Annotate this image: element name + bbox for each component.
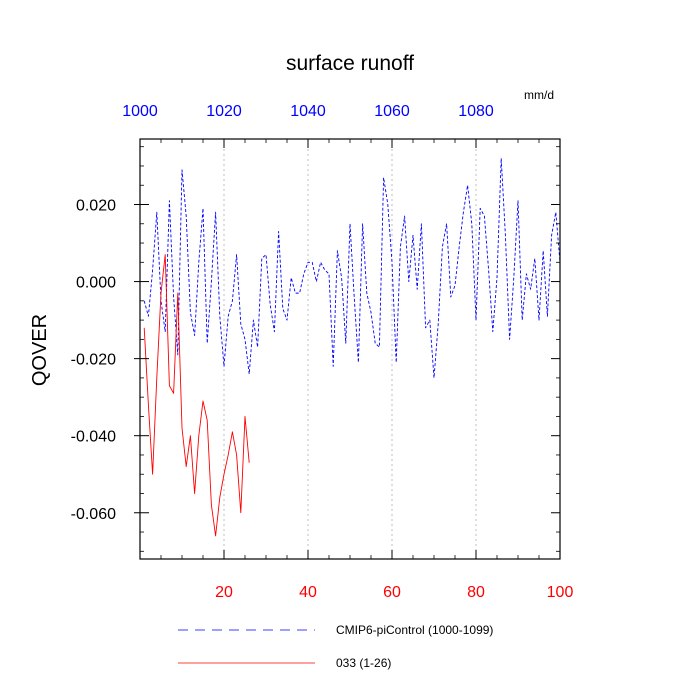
x-tick-label-60: 60 (383, 584, 401, 601)
y-tick-label: -0.060 (71, 506, 116, 523)
y-tick-label: -0.040 (71, 429, 116, 446)
units-label: mm/d (524, 88, 554, 102)
top-tick-label-1040: 1040 (290, 103, 326, 120)
y-axis-label: QOVER (29, 314, 51, 386)
top-tick-label-1060: 1060 (374, 103, 410, 120)
series-lines (143, 157, 561, 537)
top-tick-label-1000: 1000 (122, 103, 158, 120)
legend: CMIP6-piControl (1000-1099) 033 (1-26) (178, 623, 493, 670)
legend-label-033: 033 (1-26) (336, 656, 391, 670)
series-line-0 (143, 157, 561, 379)
x-tick-label-80: 80 (467, 584, 485, 601)
grid-lines (223, 139, 477, 559)
y-tick-label: 0.000 (76, 275, 116, 292)
legend-label-cmip6: CMIP6-piControl (1000-1099) (336, 623, 493, 637)
chart-title: surface runoff (286, 52, 414, 75)
x-tick-label-100: 100 (547, 584, 574, 601)
y-tick-label: -0.020 (71, 352, 116, 369)
top-tick-label-1080: 1080 (458, 103, 494, 120)
tick-labels: 20 40 60 80 100 1000 1020 1040 1060 1080 0.020 0.00… (71, 103, 574, 601)
x-tick-label-40: 40 (299, 584, 317, 601)
top-tick-label-1020: 1020 (206, 103, 242, 120)
y-tick-label: 0.020 (76, 198, 116, 215)
x-tick-label-20: 20 (215, 584, 233, 601)
axis-ticks (134, 139, 561, 559)
plot-frame (139, 138, 561, 560)
series-line-1 (143, 254, 250, 537)
